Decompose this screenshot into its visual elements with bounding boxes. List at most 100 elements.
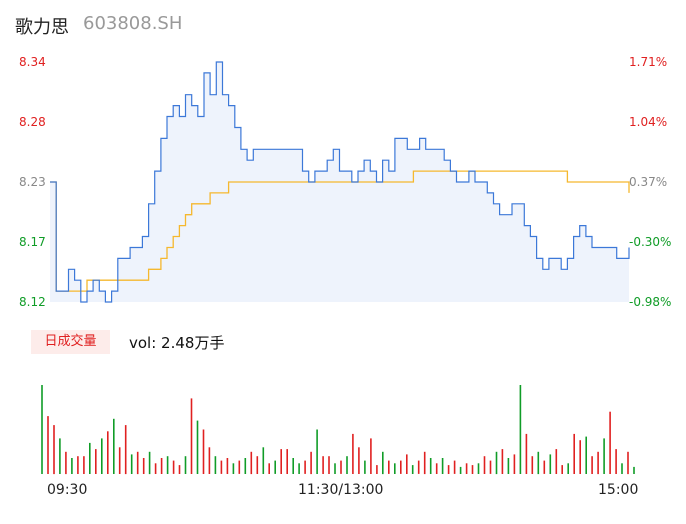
volume-bar: [411, 465, 414, 474]
volume-bar: [573, 433, 575, 474]
volume-bar: [567, 463, 569, 474]
volume-bar: [172, 460, 175, 474]
volume-bar: [537, 451, 540, 475]
y-tick-pct-2: 0.37%: [629, 175, 668, 189]
volume-bar: [214, 456, 217, 474]
volume-bar: [113, 418, 115, 474]
volume-bar: [154, 463, 157, 474]
volume-bar: [83, 456, 85, 474]
volume-bar: [561, 465, 563, 474]
volume-bar: [250, 451, 253, 475]
x-tick-midday: 11:30/13:00: [298, 482, 384, 498]
volume-bar: [370, 438, 372, 474]
volume-bar: [417, 460, 420, 474]
volume-bar: [322, 456, 324, 474]
volume-bar: [364, 460, 366, 474]
volume-bar: [274, 460, 276, 474]
volume-bar: [579, 440, 581, 474]
volume-bar: [77, 456, 79, 474]
volume-bar: [190, 398, 193, 474]
volume-bar: [286, 449, 288, 474]
volume-bar: [142, 458, 145, 474]
volume-bar: [89, 442, 91, 474]
price-chart: [50, 61, 630, 303]
volume-bar: [160, 458, 163, 474]
y-tick-price-0: 8.34: [19, 55, 46, 69]
volume-bar: [262, 447, 265, 474]
volume-bar: [495, 451, 498, 475]
volume-bar: [292, 458, 294, 474]
volume-bar: [513, 454, 516, 474]
x-tick-open: 09:30: [47, 482, 88, 498]
volume-bar: [316, 429, 318, 474]
volume-bar: [208, 447, 211, 474]
volume-bar: [549, 454, 552, 474]
volume-bar: [453, 460, 456, 474]
volume-bar: [609, 411, 611, 474]
volume-bar: [615, 449, 617, 474]
volume-bar: [441, 458, 444, 474]
volume-value: vol: 2.48万手: [129, 334, 225, 352]
y-tick-pct-4: -0.98%: [629, 295, 672, 309]
volume-bar: [202, 429, 205, 474]
y-tick-price-1: 8.28: [19, 115, 46, 129]
volume-bar: [107, 431, 109, 474]
y-tick-pct-3: -0.30%: [629, 235, 672, 249]
y-tick-pct-0: 1.71%: [629, 55, 668, 69]
volume-bar: [531, 456, 534, 474]
volume-bar: [95, 449, 97, 474]
volume-bar: [124, 425, 127, 475]
volume-bar: [525, 433, 528, 474]
volume-bar: [376, 465, 378, 474]
volume-bar: [388, 460, 390, 474]
volume-bar: [555, 449, 558, 474]
volume-bar: [519, 385, 522, 474]
volume-bar: [352, 433, 354, 474]
volume-bar: [280, 449, 282, 474]
volume-bar: [238, 460, 241, 474]
volume-bar: [585, 436, 587, 474]
y-tick-pct-1: 1.04%: [629, 115, 668, 129]
volume-bar: [435, 463, 438, 474]
y-tick-price-4: 8.12: [19, 295, 46, 309]
stock-code: 603808.SH: [83, 13, 183, 34]
volume-bar: [53, 425, 55, 475]
volume-bar: [477, 463, 480, 474]
volume-bar: [358, 447, 360, 474]
volume-chart: [41, 385, 635, 475]
volume-bar: [196, 420, 199, 474]
volume-bar: [328, 456, 330, 474]
volume-bar: [41, 385, 43, 474]
volume-bar: [226, 458, 229, 474]
volume-bar: [501, 449, 504, 474]
volume-bar: [178, 465, 181, 474]
volume-bar: [71, 458, 73, 474]
volume-bar: [394, 463, 396, 474]
volume-bar: [65, 451, 67, 475]
volume-bar: [627, 451, 629, 475]
y-tick-price-3: 8.17: [19, 235, 46, 249]
volume-bar: [591, 456, 593, 474]
volume-bar: [268, 463, 270, 474]
volume-bar: [130, 454, 133, 474]
volume-bar: [232, 463, 235, 474]
volume-bar: [166, 456, 169, 474]
volume-bar: [101, 438, 103, 474]
volume-bar: [148, 451, 151, 475]
volume-bar: [621, 463, 623, 474]
volume-bar: [603, 438, 605, 474]
volume-bar: [597, 451, 599, 475]
volume-bar: [346, 456, 348, 474]
volume-bar: [118, 447, 121, 474]
volume-bar: [184, 456, 187, 474]
volume-bar: [340, 460, 342, 474]
volume-bar: [465, 463, 468, 474]
volume-bar: [256, 456, 259, 474]
volume-bar: [423, 451, 426, 475]
price-line: [50, 61, 630, 303]
volume-bar: [298, 463, 300, 474]
volume-bar: [406, 454, 408, 474]
volume-bar: [304, 460, 306, 474]
volume-bar: [400, 460, 402, 474]
